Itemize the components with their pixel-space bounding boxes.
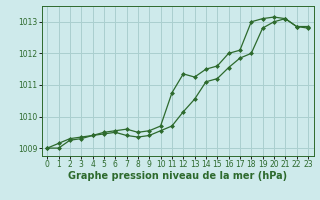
X-axis label: Graphe pression niveau de la mer (hPa): Graphe pression niveau de la mer (hPa) xyxy=(68,171,287,181)
